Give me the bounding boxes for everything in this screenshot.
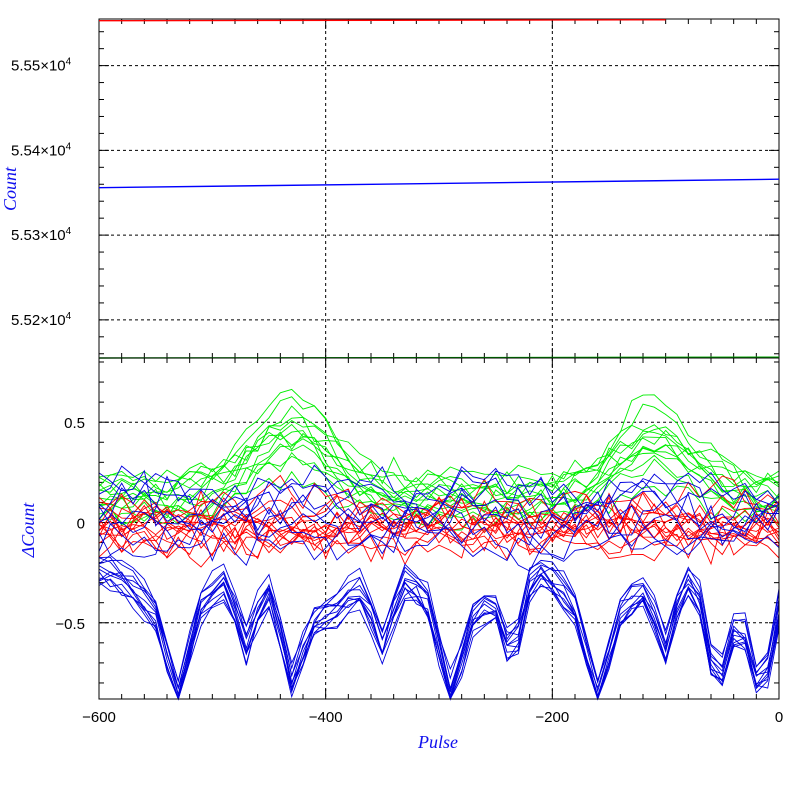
blue-series-line [98, 559, 780, 684]
green-series-line [98, 388, 780, 494]
red-series-line [98, 507, 780, 561]
bottom-y-axis-label: ΔCount [18, 502, 38, 559]
blue-series-line [98, 490, 780, 562]
blue-series-line [98, 487, 780, 567]
x-tick-label: −400 [309, 709, 343, 726]
plot-frame-overlay [98, 357, 780, 700]
bottom-y-tick-label: 0.5 [64, 415, 85, 432]
top-y-tick-label: 5.55×104 [11, 57, 72, 75]
x-tick-label: 0 [775, 709, 783, 726]
bottom-series-group [98, 388, 780, 701]
top-series-line-0 [98, 19, 666, 22]
top-y-tick-label: 5.53×104 [11, 226, 72, 244]
blue-series-line [98, 557, 780, 692]
green-series-line [98, 451, 780, 527]
plot-frame [98, 18, 780, 359]
x-axis-label: Pulse [417, 732, 458, 752]
blue-series-line [98, 488, 780, 572]
red-series-line [98, 502, 780, 559]
top-series-line-1 [98, 178, 780, 189]
green-series-line [98, 434, 780, 511]
x-tick-label: −600 [82, 709, 116, 726]
bottom-y-tick-label: 0 [77, 515, 85, 532]
blue-series-line [98, 466, 780, 552]
green-series-line [98, 419, 780, 487]
blue-series-line [98, 554, 780, 684]
top-y-tick-label: 5.52×104 [11, 311, 72, 329]
green-series-line [98, 429, 780, 500]
top-y-axis-label: Count [0, 166, 20, 211]
blue-series-line [98, 567, 780, 698]
red-series-line [98, 513, 780, 568]
red-series-line [98, 508, 780, 566]
blue-series-line [98, 565, 780, 693]
green-series-line [98, 470, 780, 533]
x-tick-label: −200 [535, 709, 569, 726]
bottom-panel: −0.5 0 0.5 −600 −400 −200 0 ΔCount Pulse [18, 357, 783, 752]
red-series-line [98, 512, 780, 566]
top-y-tick-label: 5.54×104 [11, 141, 72, 159]
top-panel: 5.52×104 5.53×104 5.54×104 5.55×104 Count [0, 18, 780, 359]
bottom-y-tick-label: −0.5 [55, 616, 85, 633]
blue-series-line [98, 469, 780, 546]
